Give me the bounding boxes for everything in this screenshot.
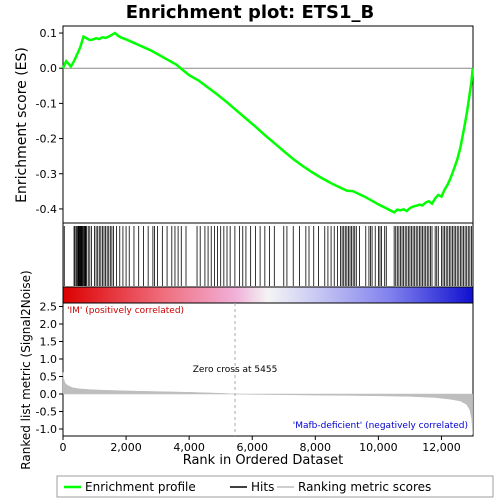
metric-y-axis: 2.5 2.0 1.5 1.0 0.5 0.0 -0.5 -1.0	[36, 301, 63, 436]
x-axis: 0 2,000 4,000 6,000 8,000 10,000 12,000	[60, 436, 461, 454]
es-y-axis: 0.1 0.0 -0.1 -0.2 -0.3 -0.4	[36, 27, 63, 216]
zero-cross-label: Zero cross at 5455	[193, 365, 278, 375]
metric-y-tick-label: -0.5	[36, 406, 57, 419]
metric-y-tick-label: 1.0	[40, 353, 58, 366]
x-tick-label: 8,000	[300, 441, 332, 454]
ranking-metric-area	[62, 372, 473, 435]
metric-y-axis-label: Ranked list metric (Signal2Noise)	[19, 270, 33, 469]
x-tick-label: 6,000	[236, 441, 268, 454]
es-y-tick-label: 0.1	[40, 27, 58, 40]
legend-hits-label: Hits	[251, 480, 274, 494]
ranking-color-bar	[62, 286, 474, 304]
metric-y-tick-label: 0.5	[40, 371, 58, 384]
legend-metric-label: Ranking metric scores	[298, 480, 431, 494]
es-y-axis-label: Enrichment score (ES)	[14, 47, 30, 203]
x-axis-label: Rank in Ordered Dataset	[183, 453, 344, 468]
metric-panel-frame	[62, 302, 474, 437]
legend: Enrichment profile Hits Ranking metric s…	[56, 475, 494, 498]
es-y-tick-label: -0.1	[36, 97, 57, 110]
hits-markers	[63, 226, 472, 286]
positive-correlation-label: 'IM' (positively correlated)	[67, 306, 184, 316]
x-tick-label: 10,000	[359, 441, 398, 454]
legend-box	[56, 475, 494, 498]
x-tick-label: 12,000	[422, 441, 461, 454]
x-tick-label: 4,000	[173, 441, 205, 454]
es-y-tick-label: 0.0	[40, 62, 58, 75]
x-tick-label: 2,000	[110, 441, 142, 454]
x-tick-label: 0	[60, 441, 67, 454]
metric-y-tick-label: 0.0	[40, 388, 58, 401]
metric-y-tick-label: -1.0	[36, 423, 57, 436]
es-y-tick-label: -0.2	[36, 133, 57, 146]
enrichment-profile-line	[61, 31, 474, 214]
es-panel-frame	[62, 25, 474, 224]
metric-y-tick-label: 1.5	[40, 336, 58, 349]
metric-y-tick-label: 2.0	[40, 318, 58, 331]
hits-panel-frame	[62, 222, 474, 288]
negative-correlation-label: 'Mafb-deficient' (negatively correlated)	[293, 421, 468, 431]
legend-profile-label: Enrichment profile	[85, 480, 196, 494]
metric-y-tick-label: 2.5	[40, 301, 58, 314]
es-y-tick-label: -0.4	[36, 203, 57, 216]
chart-title: Enrichment plot: ETS1_B	[126, 2, 375, 23]
es-y-tick-label: -0.3	[36, 168, 57, 181]
